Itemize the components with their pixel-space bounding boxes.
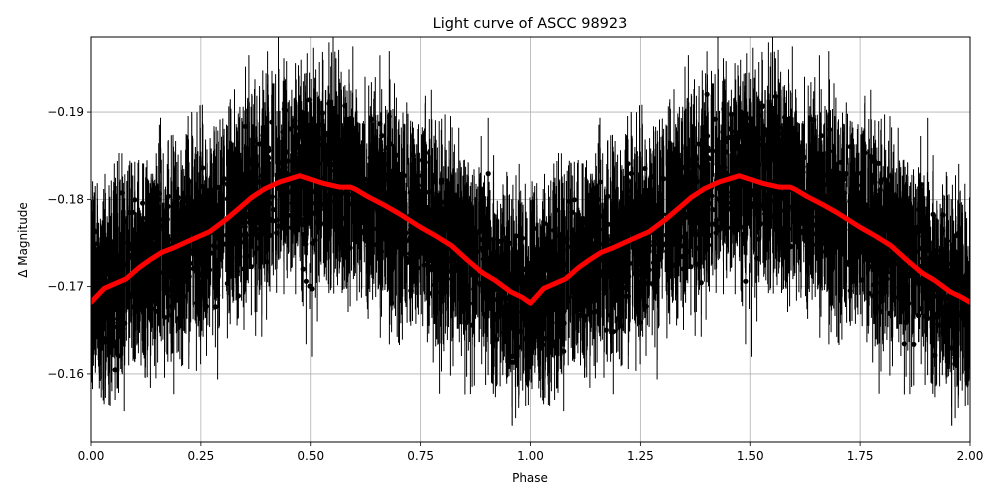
x-tick-label: 1.00: [517, 449, 544, 463]
data-markers: [91, 91, 970, 373]
binned-curve-line: [91, 173, 970, 306]
x-axis-ticks: 0.00 0.25 0.50 0.75 1.00 1.25 1.50 1.75 2.00: [78, 442, 984, 463]
y-tick-label: −0.17: [47, 280, 84, 294]
x-tick-label: 2.00: [957, 449, 984, 463]
binned-curve: [91, 173, 970, 306]
x-tick-label: 0.50: [297, 449, 324, 463]
observation-points: [91, 37, 970, 426]
y-tick-label: −0.18: [47, 192, 84, 206]
y-axis-label: Δ Magnitude: [16, 202, 30, 278]
x-tick-label: 0.75: [407, 449, 434, 463]
y-tick-label: −0.19: [47, 105, 84, 119]
x-tick-label: 0.00: [78, 449, 105, 463]
x-tick-label: 1.50: [737, 449, 764, 463]
x-axis-label: Phase: [512, 471, 548, 485]
x-tick-label: 1.75: [847, 449, 874, 463]
x-tick-label: 0.25: [188, 449, 215, 463]
chart-title: Light curve of ASCC 98923: [433, 16, 628, 32]
y-axis-ticks: −0.19 −0.18 −0.17 −0.16: [47, 105, 91, 381]
x-tick-label: 1.25: [627, 449, 654, 463]
y-tick-label: −0.16: [47, 367, 84, 381]
